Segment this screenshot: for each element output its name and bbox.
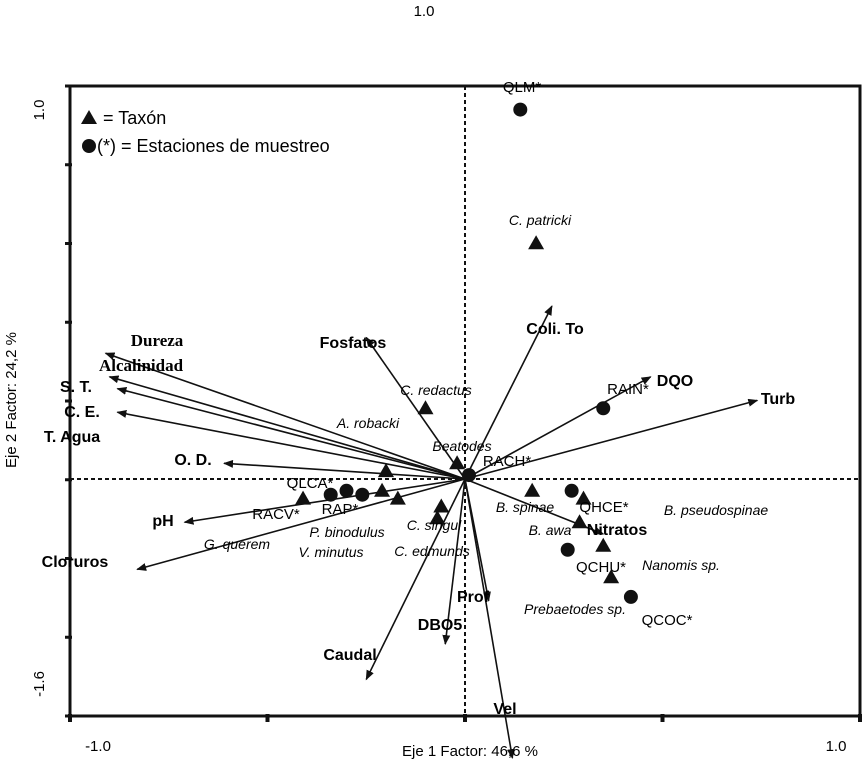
legend-station-label: (*) = Estaciones de muestreo bbox=[97, 136, 330, 156]
variable-label-c-e: C. E. bbox=[64, 404, 100, 421]
station-label-rain: RAIN* bbox=[607, 381, 649, 398]
point-labels: Dureza Alcalinidad S. T. C. E. T. Agua O. D. p… bbox=[42, 79, 796, 718]
variable-label-turb: Turb bbox=[761, 391, 796, 408]
legend-triangle-icon bbox=[81, 110, 97, 124]
station-marker-qlca bbox=[339, 483, 354, 498]
taxon-marker-v-minutus bbox=[374, 482, 391, 497]
station-label-qlca: QLCA* bbox=[287, 475, 334, 492]
station-marker-qhce bbox=[564, 483, 579, 498]
taxon-label-nanomis-sp: Nanomis sp. bbox=[642, 557, 720, 573]
vector-turb bbox=[464, 398, 759, 480]
variable-label-fosfatos: Fosfatos bbox=[320, 335, 387, 352]
vector-cloruros bbox=[136, 478, 466, 571]
y-axis-title: Eje 2 Factor: 24,2 % bbox=[3, 332, 20, 468]
variable-label-dbo5: DBO5 bbox=[418, 617, 463, 634]
station-marker-qchu bbox=[560, 542, 575, 557]
taxon-label-c-redactus: C. redactus bbox=[400, 382, 472, 398]
taxon-marker-b-awa bbox=[571, 514, 588, 529]
legend-circle-icon bbox=[82, 139, 96, 153]
taxon-marker-a-robacki bbox=[378, 463, 394, 478]
vector-dbo5 bbox=[442, 478, 466, 646]
station-marker-rach bbox=[461, 468, 476, 483]
variable-label-prof: Prof bbox=[457, 589, 490, 606]
taxa-points bbox=[295, 235, 620, 584]
variable-label-dureza: Dureza bbox=[131, 331, 184, 350]
origin-dashed-lines bbox=[70, 86, 860, 716]
station-label-qchu: QCHU* bbox=[576, 559, 626, 576]
taxon-label-b-spinae: B. spinae bbox=[496, 499, 555, 515]
taxon-marker-g-querem bbox=[295, 490, 312, 505]
variable-label-alcalinidad: Alcalinidad bbox=[99, 356, 184, 375]
axis-ticks bbox=[65, 84, 862, 722]
x-tick-label-min: -1.0 bbox=[85, 738, 111, 755]
taxon-marker-b-spinae bbox=[524, 482, 541, 497]
taxon-label-beatodes: Beatodes bbox=[432, 438, 491, 454]
vector-vel bbox=[464, 478, 515, 760]
vector-dureza bbox=[104, 352, 466, 480]
station-marker-qlm bbox=[513, 102, 528, 117]
taxon-marker-c-edmunds bbox=[429, 510, 446, 525]
station-label-qhce: QHCE* bbox=[579, 499, 628, 516]
variable-label-coli-to: Coli. To bbox=[526, 321, 584, 338]
taxon-marker-c-singul bbox=[433, 498, 450, 513]
x-axis-title: Eje 1 Factor: 46,6 % bbox=[402, 743, 538, 760]
vector-t-agua bbox=[116, 409, 466, 480]
variable-label-t-agua: T. Agua bbox=[44, 429, 100, 446]
variable-label-ph: pH bbox=[152, 513, 173, 530]
taxon-label-p-binodulus: P. binodulus bbox=[309, 524, 384, 540]
x-tick-label-max: 1.0 bbox=[826, 738, 847, 755]
taxon-label-c-edmunds: C. edmunds bbox=[394, 543, 469, 559]
taxon-marker-nanomis-sp bbox=[595, 537, 612, 552]
station-marker-rain bbox=[596, 401, 611, 416]
station-marker-qcoc bbox=[623, 589, 638, 604]
legend-taxon-label: = Taxón bbox=[103, 108, 166, 128]
variable-label-caudal: Caudal bbox=[323, 647, 376, 664]
taxon-label-prebaetodes-sp: Prebaetodes sp. bbox=[524, 601, 626, 617]
taxon-marker-beatodes bbox=[449, 455, 466, 470]
station-label-rach: RACH* bbox=[483, 453, 532, 470]
station-marker-racv bbox=[323, 487, 338, 502]
station-label-qlm: QLM* bbox=[503, 79, 542, 96]
vector-caudal bbox=[365, 478, 466, 681]
vector-o-d bbox=[223, 459, 466, 480]
station-points bbox=[323, 102, 638, 604]
taxon-label-b-pseudospinae: B. pseudospinae bbox=[664, 502, 769, 518]
vector-c-e bbox=[116, 387, 466, 480]
legend: = Taxón (*) = Estaciones de muestreo bbox=[81, 108, 330, 156]
variable-label-cloruros: Cloruros bbox=[42, 554, 109, 571]
variable-label-vel: Vel bbox=[493, 701, 516, 718]
taxon-label-b-awa: B. awa bbox=[529, 522, 572, 538]
taxon-marker-b-pseudospinae bbox=[575, 490, 592, 505]
variable-label-nitratos: Nitratos bbox=[587, 522, 648, 539]
vector-fosfatos bbox=[365, 336, 466, 480]
station-label-rap: RAP* bbox=[322, 501, 359, 518]
variable-label-s-t: S. T. bbox=[60, 379, 92, 396]
taxon-marker-c-redactus bbox=[417, 400, 434, 415]
station-label-qcoc: QCOC* bbox=[642, 612, 693, 629]
vector-ph bbox=[183, 478, 466, 525]
vector-coli-to bbox=[464, 305, 553, 480]
taxon-marker-prebaetodes-sp bbox=[603, 569, 620, 584]
taxon-label-c-patricki: C. patricki bbox=[509, 212, 572, 228]
taxon-label-a-robacki: A. robacki bbox=[336, 415, 400, 431]
taxon-label-g-querem: G. querem bbox=[204, 536, 270, 552]
taxon-marker-p-binodulus bbox=[389, 490, 406, 505]
variable-label-dqo: DQO bbox=[657, 373, 693, 390]
y-tick-label-max: 1.0 bbox=[31, 100, 48, 121]
station-marker-rap bbox=[355, 487, 370, 502]
vector-dqo bbox=[464, 376, 652, 480]
vector-s-t bbox=[108, 375, 466, 480]
station-label-racv: RACV* bbox=[252, 506, 300, 523]
y-tick-label-min: -1.6 bbox=[31, 671, 48, 697]
variable-label-o-d: O. D. bbox=[174, 452, 211, 469]
top-label: 1.0 bbox=[414, 3, 435, 20]
taxon-label-c-singul: C. singul bbox=[407, 517, 462, 533]
taxon-marker-c-patricki bbox=[528, 235, 545, 250]
taxon-label-v-minutus: V. minutus bbox=[298, 544, 363, 560]
